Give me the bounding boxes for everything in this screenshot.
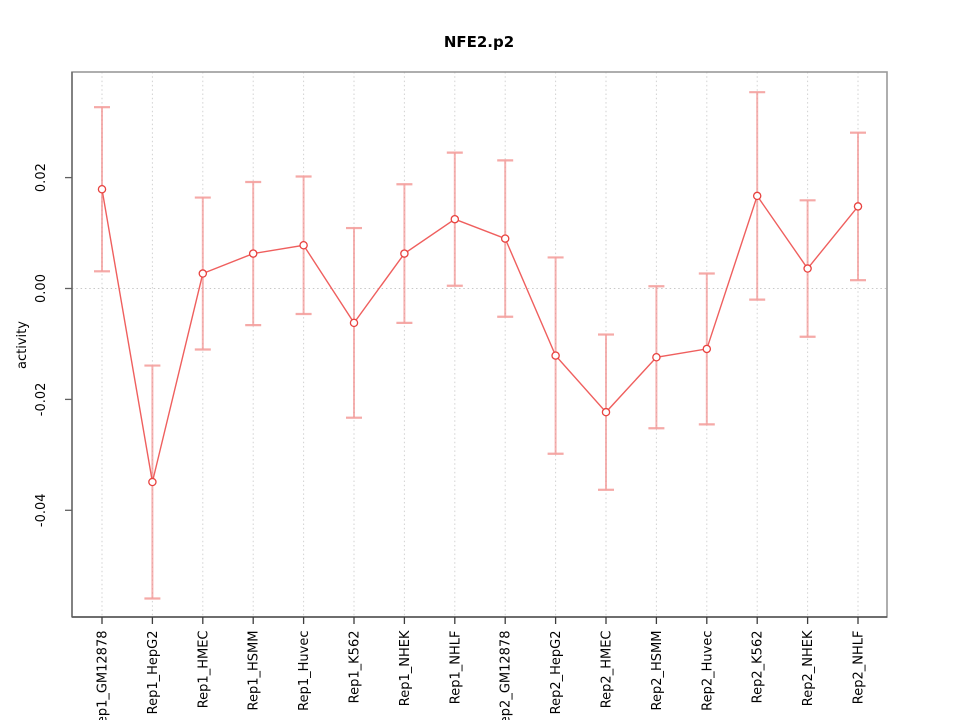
data-point [450, 214, 460, 224]
chart-title: NFE2.p2 [444, 33, 514, 51]
x-category-label: Rep1_GM12878 [96, 631, 111, 720]
data-point [601, 407, 611, 417]
x-category-label: Rep2_Huvec [700, 631, 715, 711]
x-category-label: Rep2_NHLF [852, 631, 867, 705]
x-category-label: Rep1_K562 [348, 631, 363, 704]
data-point [97, 184, 107, 194]
data-point [551, 351, 560, 360]
line-series [101, 189, 859, 483]
x-category-label: Rep1_NHEK [398, 630, 413, 706]
data-point [500, 234, 510, 243]
data-point [198, 269, 208, 278]
y-tick-label: -0.02 [34, 383, 49, 417]
data-point [299, 240, 308, 250]
x-category-label: Rep2_HepG2 [549, 631, 564, 715]
y-tick-label: 0.00 [34, 274, 49, 303]
plot-border [71, 71, 888, 618]
data-point [803, 264, 812, 273]
x-category-label: Rep2_NHEK [801, 630, 816, 706]
y-tick-label: 0.02 [34, 163, 49, 192]
y-axis-label: activity [15, 321, 30, 369]
x-category-label: Rep1_HSMM [247, 631, 262, 711]
activity-line [101, 189, 859, 483]
x-category-label: Rep2_HSMM [650, 631, 665, 711]
x-category-label: Rep1_HepG2 [146, 631, 161, 715]
x-category-label: Rep1_NHLF [448, 631, 463, 705]
error-bars [94, 91, 866, 600]
x-category-label: Rep2_GM12878 [499, 631, 514, 720]
data-point [349, 318, 359, 328]
data-point [400, 249, 409, 258]
data-point [248, 249, 258, 258]
data-point [652, 353, 661, 362]
x-category-label: Rep2_HMEC [600, 631, 615, 709]
data-point [702, 344, 712, 354]
axes [65, 71, 888, 624]
x-category-label: Rep1_Huvec [297, 631, 312, 711]
gridlines [72, 72, 887, 617]
chart-generated-layers: 0.02 0.00 -0.02 -0.04 Rep1_GM12878 Rep1_HepG2… [34, 71, 888, 720]
data-point [148, 477, 157, 487]
data-points [97, 184, 863, 487]
x-category-label: Rep2_K562 [751, 631, 766, 704]
tick-labels: 0.02 0.00 -0.02 -0.04 Rep1_GM12878 Rep1_HepG2… [34, 163, 867, 720]
x-category-label: Rep1_HMEC [196, 631, 211, 709]
data-point [752, 191, 762, 201]
data-point [853, 202, 863, 211]
y-tick-label: -0.04 [34, 493, 49, 527]
